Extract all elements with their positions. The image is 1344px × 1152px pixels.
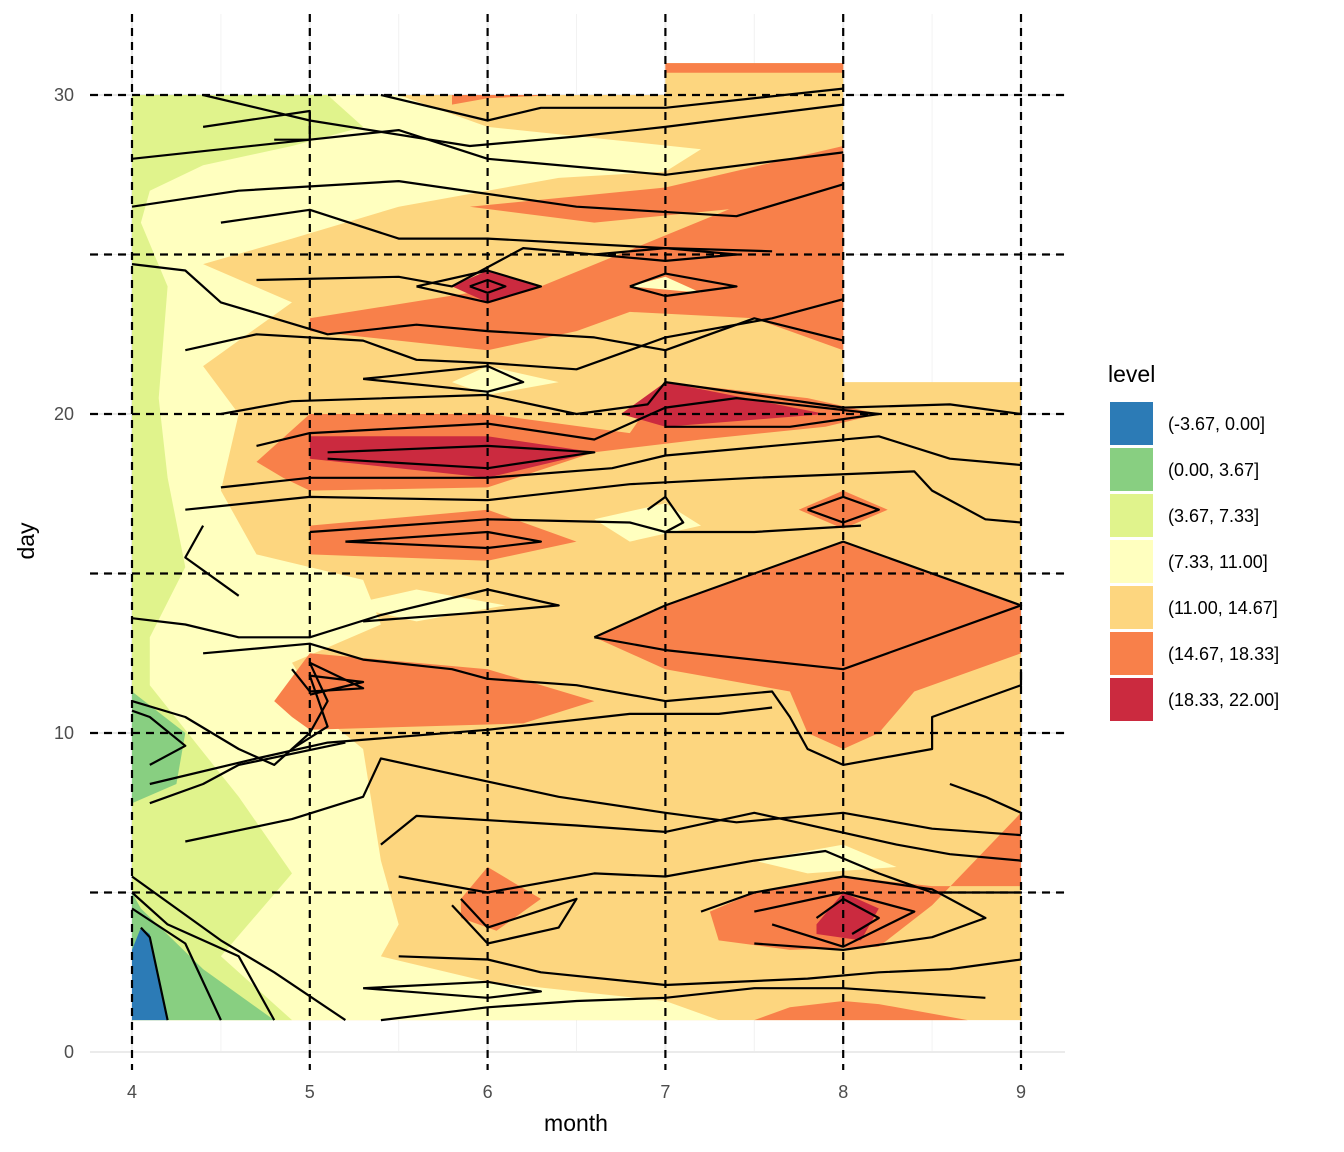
contour-line	[140, 926, 169, 1021]
legend-title: level	[1108, 361, 1155, 387]
contour-region	[621, 382, 826, 427]
contour-region	[460, 867, 541, 931]
contour-line	[629, 272, 738, 298]
legend-label: (7.33, 11.00]	[1168, 552, 1268, 572]
contour-line	[700, 875, 987, 952]
legend: level (-3.67, 0.00] (0.00, 3.67] (3.67, 7.…	[1108, 361, 1279, 721]
legend-swatch	[1110, 448, 1153, 491]
y-axis-title: day	[13, 522, 39, 560]
contour-line	[646, 495, 685, 533]
y-tick-label: 20	[54, 404, 74, 424]
contour-line	[131, 588, 560, 639]
contour-line	[203, 642, 1023, 767]
contour-line	[220, 208, 773, 253]
contour-region	[452, 95, 559, 105]
x-tick-label: 8	[838, 1082, 848, 1102]
contour-region	[132, 691, 275, 1021]
contour-region	[132, 95, 719, 1021]
contour-line	[184, 525, 240, 597]
contour-line	[220, 381, 1022, 416]
contour-line	[131, 891, 276, 1021]
legend-swatch	[1110, 540, 1153, 583]
contour-line	[451, 897, 578, 945]
contour-line	[807, 495, 880, 524]
dashed-reference-lines	[90, 14, 1065, 1070]
legend-label: (18.33, 22.00]	[1168, 690, 1279, 710]
contour-line	[416, 269, 543, 304]
y-tick-label: 0	[64, 1042, 74, 1062]
contour-line	[327, 444, 596, 470]
y-tick-label: 30	[54, 85, 74, 105]
legend-label: (14.67, 18.33]	[1168, 644, 1279, 664]
x-tick-label: 5	[305, 1082, 315, 1102]
contour-region	[452, 366, 559, 395]
contour-region	[665, 63, 844, 73]
legend-swatch	[1110, 632, 1153, 675]
contour-line	[380, 87, 844, 122]
contour-region	[452, 270, 541, 303]
contour-line	[202, 93, 844, 148]
contour-line	[185, 757, 1022, 843]
contour-line	[131, 263, 844, 352]
contour-region	[309, 171, 844, 351]
contour-line	[345, 530, 543, 550]
contour-line	[362, 365, 525, 393]
legend-swatch	[1110, 402, 1153, 445]
legend-label: (3.67, 7.33]	[1168, 506, 1259, 526]
contour-line	[815, 897, 880, 935]
contour-region	[469, 146, 844, 223]
y-tick-label: 10	[54, 723, 74, 743]
contour-line	[202, 109, 311, 141]
tick-labels: 4 5 6 7 8 9 0 10 20 30	[54, 85, 1026, 1102]
x-tick-label: 7	[660, 1082, 670, 1102]
contour-line	[185, 470, 1022, 524]
x-tick-label: 9	[1016, 1082, 1026, 1102]
contour-line	[380, 811, 1022, 862]
contour-region	[132, 927, 168, 1021]
contour-region	[594, 503, 701, 542]
contour-line	[363, 980, 543, 999]
contour-line	[131, 661, 365, 767]
legend-swatch	[1110, 494, 1153, 537]
x-tick-label: 4	[127, 1082, 137, 1102]
contour-region	[309, 436, 595, 478]
legend-swatch	[1110, 586, 1153, 629]
contour-line	[398, 955, 1022, 987]
x-axis-title: month	[544, 1110, 608, 1136]
contour-line	[131, 709, 187, 766]
contour-region	[274, 653, 595, 730]
contour-line	[131, 907, 222, 1021]
x-tick-label: 6	[483, 1082, 493, 1102]
contour-line	[220, 435, 1022, 489]
legend-label: (-3.67, 0.00]	[1168, 414, 1265, 434]
contour-line	[469, 278, 507, 294]
contour-line	[754, 891, 916, 948]
contour-region	[709, 812, 1021, 950]
legend-label: (0.00, 3.67]	[1168, 460, 1259, 480]
contour-line	[131, 180, 844, 218]
contour-line	[309, 518, 862, 534]
contour-line	[149, 741, 346, 805]
contour-region	[754, 1001, 968, 1021]
legend-swatch	[1110, 678, 1153, 721]
legend-label: (11.00, 14.67]	[1168, 598, 1278, 618]
contour-line	[185, 298, 844, 371]
contour-line	[949, 782, 1022, 814]
